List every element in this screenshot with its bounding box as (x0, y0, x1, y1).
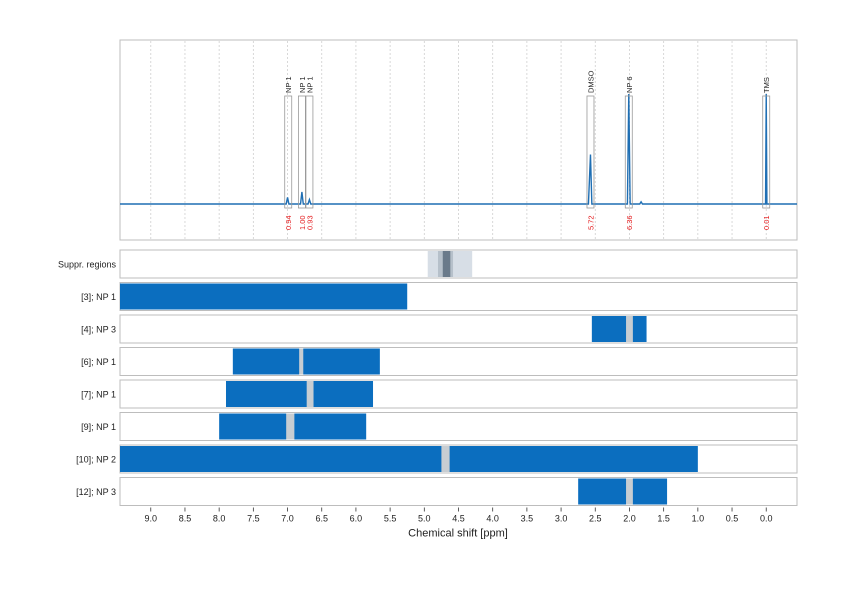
spectrum-trace (120, 93, 797, 205)
region-bar (591, 316, 647, 342)
peak-box (586, 95, 595, 209)
region-row-frame (119, 379, 798, 409)
x-tick-label: 0.0 (760, 514, 773, 524)
x-tick-label: 4.0 (486, 514, 499, 524)
x-tick-label: 7.5 (247, 514, 260, 524)
peak-integral: 6.36 (625, 215, 634, 230)
x-tick-label: 5.5 (384, 514, 397, 524)
peak-integral: 0.94 (284, 215, 293, 230)
x-tick-label: 0.5 (726, 514, 739, 524)
region-row-frame (119, 347, 798, 376)
x-tick-label: 4.5 (452, 514, 465, 524)
peak-integral: 0.93 (305, 215, 314, 230)
x-tick-label: 7.0 (281, 514, 294, 524)
peak-label: NP 6 (625, 76, 634, 93)
region-row-label: [12]; NP 3 (76, 487, 116, 497)
region-gap (286, 413, 295, 440)
peak-box (284, 95, 293, 209)
region-row-label: [4]; NP 3 (81, 325, 116, 335)
spectrum-grid (150, 41, 767, 239)
x-tick-label: 6.5 (315, 514, 328, 524)
region-gap (441, 446, 450, 472)
peak-box (298, 95, 306, 209)
peak-box (762, 95, 771, 209)
region-row-label: [7]; NP 1 (81, 390, 116, 400)
peak-box (305, 95, 314, 209)
region-gap (299, 348, 304, 375)
peak-label: NP 1 (298, 76, 307, 93)
x-tick-label: 9.0 (145, 514, 158, 524)
region-gap (306, 381, 314, 407)
x-tick-label: 1.0 (692, 514, 705, 524)
x-tick-label: 1.5 (657, 514, 670, 524)
spectrum-frame (119, 39, 798, 241)
peak-integral: 0.01 (762, 215, 771, 230)
region-bar (120, 446, 698, 472)
peak-label: NP 1 (284, 76, 293, 93)
region-bar (232, 348, 380, 375)
x-tick-label: 8.5 (179, 514, 192, 524)
spectrum-layer: NP 1 0.94 NP 1 1.00 NP 1 0.93 DMSO 5.72 NP 6 6.36… (120, 70, 797, 230)
x-tick-label: 2.5 (589, 514, 602, 524)
peak-box (624, 95, 633, 209)
peak-label: TMS (762, 77, 771, 93)
x-axis-title: Chemical shift [ppm] (408, 528, 508, 540)
region-row-frame (119, 477, 798, 506)
x-tick-label: 6.0 (350, 514, 363, 524)
region-gap (626, 478, 633, 505)
peak-integral: 5.72 (586, 215, 595, 230)
peak-integral: 1.00 (298, 215, 307, 230)
suppr-region-core (442, 251, 451, 277)
region-row-label: [6]; NP 1 (81, 357, 116, 367)
region-gap (626, 316, 633, 342)
x-tick-label: 8.0 (213, 514, 226, 524)
region-row-label: [9]; NP 1 (81, 422, 116, 432)
region-row-frame (119, 314, 798, 344)
peak-label: NP 1 (305, 76, 314, 93)
x-tick-label: 3.0 (555, 514, 568, 524)
region-rows: Suppr. regions [3]; NP 1 [4]; NP 3 [6]; NP … (58, 249, 798, 506)
region-bar (225, 381, 374, 407)
x-tick-label: 5.0 (418, 514, 431, 524)
x-tick-label: 2.0 (623, 514, 636, 524)
x-axis: 9.0 8.5 8.0 7.5 7.0 6.5 6.0 5.5 5.0 4.5 4.0 3.5 3.0 2… (145, 507, 773, 524)
x-tick-label: 3.5 (521, 514, 534, 524)
region-row-label: [10]; NP 2 (76, 455, 116, 465)
suppr-row-label: Suppr. regions (58, 260, 117, 270)
region-row-label: [3]; NP 1 (81, 292, 116, 302)
peak-label: DMSO (586, 70, 595, 93)
region-bar (578, 478, 668, 505)
region-bar (120, 283, 408, 310)
